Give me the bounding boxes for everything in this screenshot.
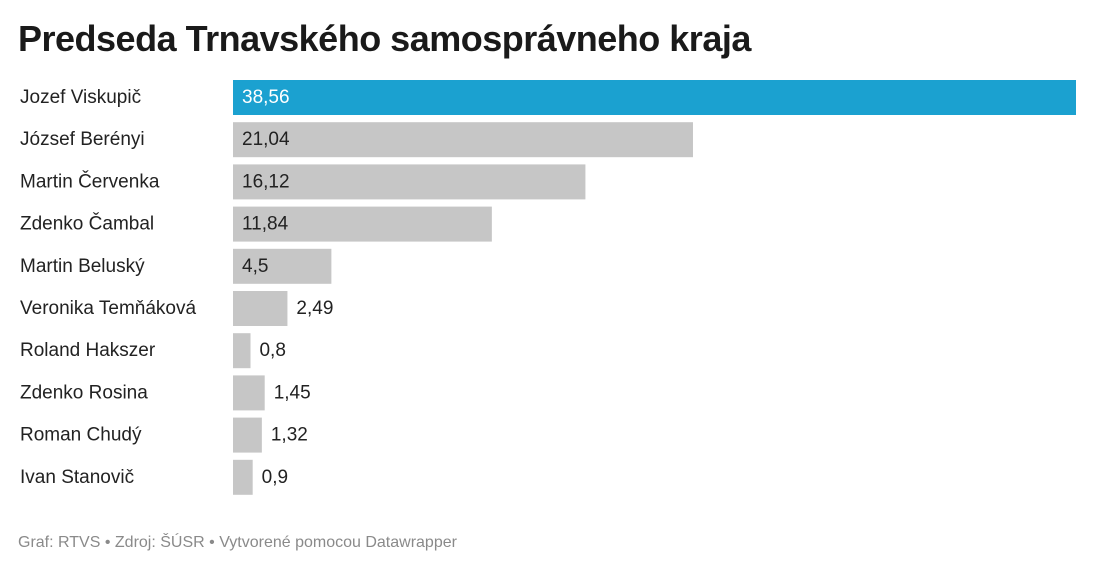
value-label-martin-belusky: 4,5 bbox=[242, 256, 268, 277]
bar-jozsef-berenyi bbox=[233, 122, 693, 158]
value-label-zdenko-cambal: 11,84 bbox=[242, 214, 289, 235]
category-label-martin-belusky: Martin Beluský bbox=[20, 256, 145, 277]
category-label-veronika-temnakova: Veronika Temňáková bbox=[20, 298, 196, 319]
value-label-jozsef-berenyi: 21,04 bbox=[242, 129, 290, 150]
value-label-jozef-viskupic: 38,56 bbox=[242, 87, 290, 108]
category-label-roland-hakszer: Roland Hakszer bbox=[20, 340, 156, 361]
value-label-roland-hakszer: 0,8 bbox=[259, 340, 285, 361]
bar-martin-cervenka bbox=[233, 164, 586, 200]
value-label-zdenko-rosina: 1,45 bbox=[274, 382, 311, 403]
value-label-ivan-stanovic: 0,9 bbox=[262, 467, 288, 488]
bar-jozef-viskupic bbox=[233, 80, 1076, 115]
value-label-martin-cervenka: 16,12 bbox=[242, 171, 290, 192]
bar-roland-hakszer bbox=[233, 333, 251, 369]
bar-veronika-temnakova bbox=[233, 291, 288, 326]
category-label-martin-cervenka: Martin Červenka bbox=[20, 170, 160, 192]
category-label-zdenko-rosina: Zdenko Rosina bbox=[20, 382, 148, 403]
bar-ivan-stanovic bbox=[233, 459, 253, 495]
footer-tool-credit: Vytvorené pomocou Datawrapper bbox=[219, 534, 457, 551]
bar-zdenko-cambal bbox=[233, 206, 492, 242]
category-label-roman-chudy: Roman Chudý bbox=[20, 425, 142, 446]
category-label-zdenko-cambal: Zdenko Čambal bbox=[20, 213, 154, 235]
bar-roman-chudy bbox=[233, 417, 262, 453]
footer-source: Zdroj: ŠÚSR bbox=[114, 534, 205, 551]
value-label-roman-chudy: 1,32 bbox=[271, 425, 308, 446]
chart-footer: Graf: RTVS • Zdroj: ŠÚSR • Vytvorené pom… bbox=[18, 534, 457, 552]
category-label-jozsef-berenyi: József Berényi bbox=[20, 129, 145, 150]
category-label-ivan-stanovic: Ivan Stanovič bbox=[20, 467, 134, 488]
bar-martin-belusky bbox=[233, 248, 332, 284]
footer-graf-credit: Graf: RTVS bbox=[18, 534, 101, 551]
chart-title: Predseda Trnavského samosprávneho kraja bbox=[18, 18, 751, 59]
bar-zdenko-rosina bbox=[233, 375, 265, 411]
value-label-veronika-temnakova: 2,49 bbox=[296, 298, 333, 319]
category-label-jozef-viskupic: Jozef Viskupič bbox=[20, 87, 141, 108]
footer-separator: • bbox=[204, 534, 220, 551]
footer-separator: • bbox=[100, 534, 115, 551]
